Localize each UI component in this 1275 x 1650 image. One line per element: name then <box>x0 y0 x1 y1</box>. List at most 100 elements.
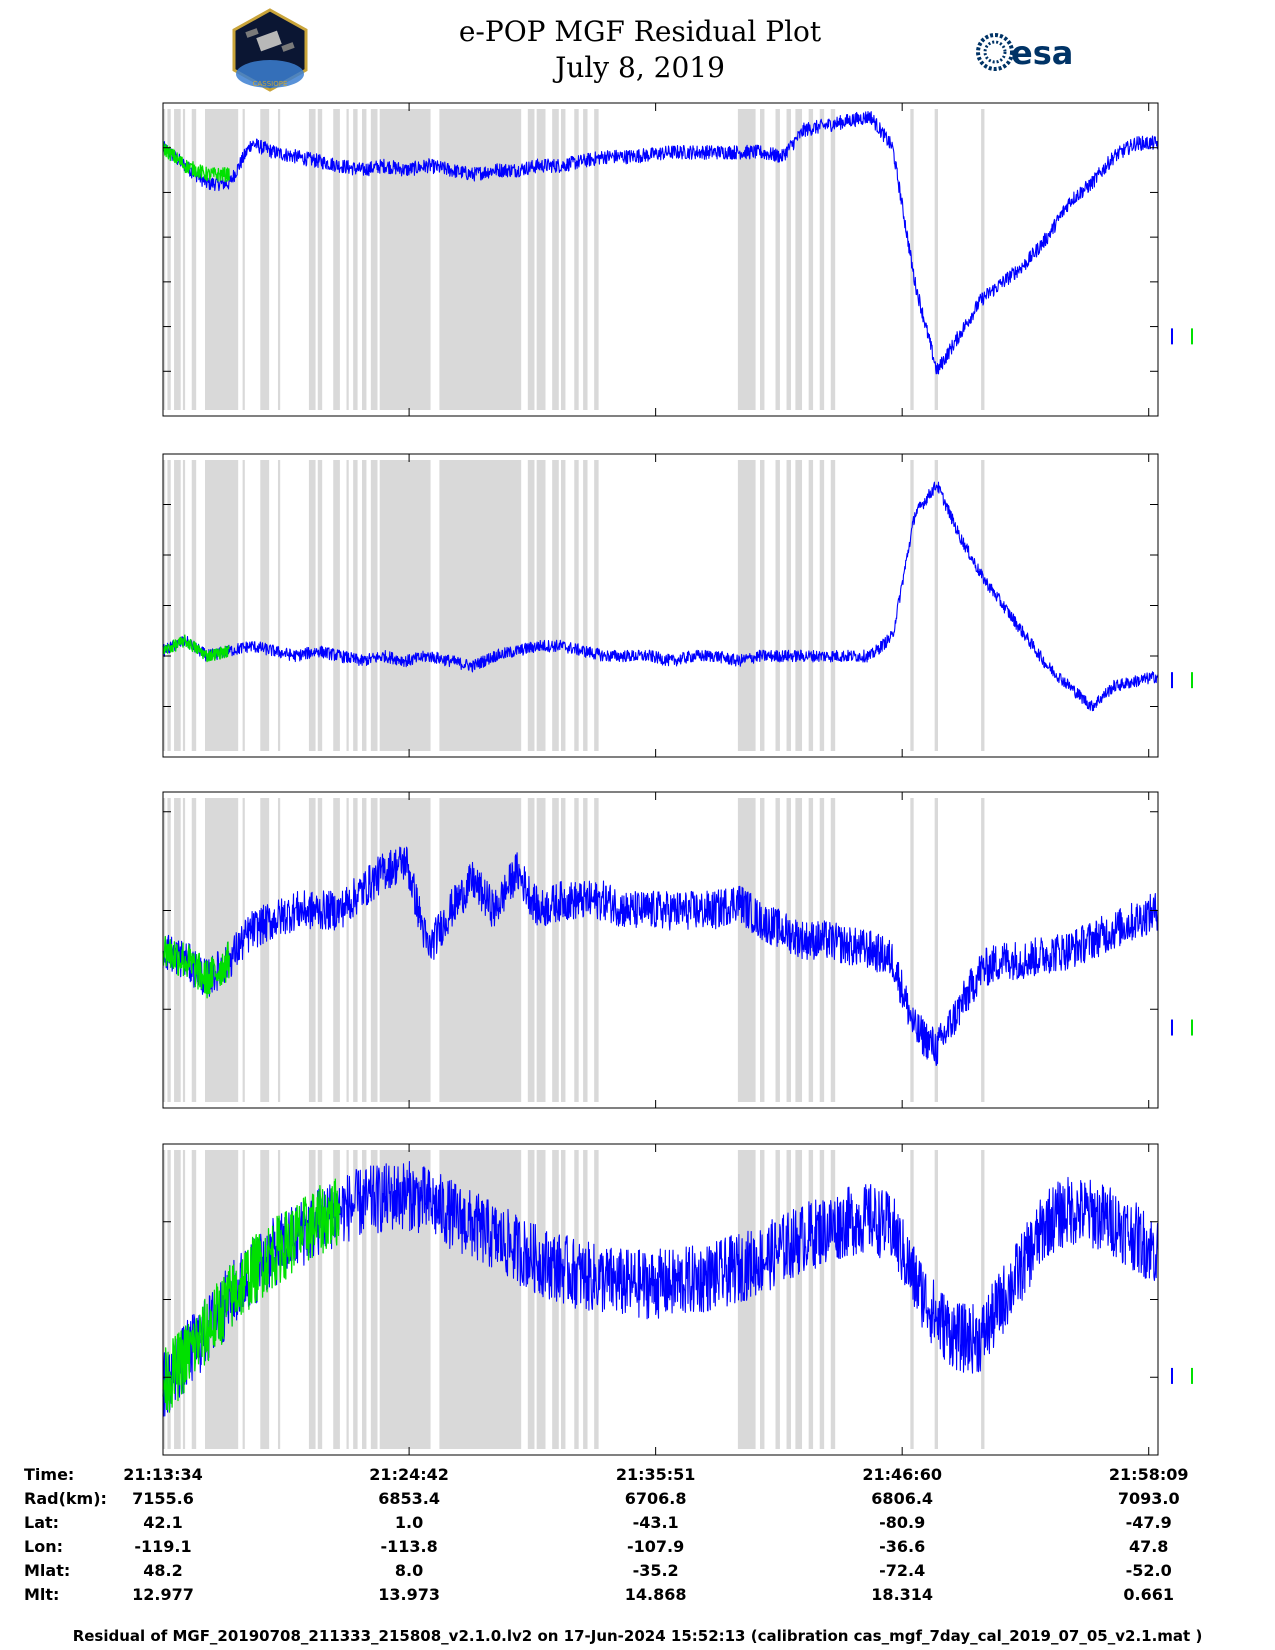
data-gap-2-10 <box>308 460 316 751</box>
data-gap-3-5 <box>191 798 197 1102</box>
orbit-cell: 21:35:51 <box>615 1465 696 1484</box>
data-gap-2-7 <box>242 460 245 751</box>
data-gap-4-9 <box>277 1150 281 1449</box>
data-gap-4-33 <box>830 1150 836 1449</box>
data-gap-2-23 <box>574 460 579 751</box>
data-gap-2-19 <box>527 460 535 751</box>
chart-subtitle: July 8, 2019 <box>555 51 725 84</box>
data-gap-2-17 <box>379 460 431 751</box>
orbit-cell: -113.8 <box>380 1537 438 1556</box>
orbit-cell: 8.0 <box>394 1561 424 1580</box>
data-gap-4-10 <box>308 1150 316 1449</box>
data-gap-1-11 <box>317 109 323 410</box>
data-gap-1-10 <box>308 109 316 410</box>
data-gap-3-23 <box>574 798 579 1102</box>
data-gap-4-35 <box>934 1150 938 1449</box>
esa-logo: esa <box>976 33 1073 72</box>
data-gap-3-26 <box>737 798 756 1102</box>
orbit-row: Lat: 42.1 1.0 -43.1 -80.9 -47.9 <box>0 1513 1275 1537</box>
data-gap-1-30 <box>795 109 803 410</box>
data-gap-2-16 <box>370 460 378 751</box>
orbit-cell: -80.9 <box>879 1513 926 1532</box>
data-gap-2-29 <box>786 460 791 751</box>
data-gap-3-36 <box>981 798 985 1102</box>
data-gap-3-33 <box>830 798 836 1102</box>
data-gap-4-31 <box>808 1150 814 1449</box>
data-gap-3-7 <box>242 798 245 1102</box>
series-outboard-line-2 <box>162 634 230 663</box>
data-gap-3-25 <box>594 798 599 1102</box>
data-gap-2-6 <box>205 460 239 751</box>
orbit-cell: 18.314 <box>871 1585 934 1604</box>
orbit-cell: 0.661 <box>1123 1585 1174 1604</box>
orbit-cell: -36.6 <box>879 1537 926 1556</box>
data-gap-3-16 <box>370 798 378 1102</box>
orbit-cell: 6806.4 <box>871 1489 934 1508</box>
series-inboard-line-3 <box>162 846 1159 1067</box>
data-gap-1-3 <box>174 109 181 410</box>
orbit-cell: -72.4 <box>879 1561 926 1580</box>
data-gap-3-29 <box>786 798 791 1102</box>
data-gap-4-16 <box>370 1150 378 1449</box>
orbit-row-label: Rad(km): <box>24 1489 107 1508</box>
data-gap-3-22 <box>561 798 566 1102</box>
data-gap-2-36 <box>981 460 985 751</box>
data-gap-3-28 <box>775 798 780 1102</box>
orbit-cell: -107.9 <box>627 1537 685 1556</box>
panel-1 <box>162 102 1193 417</box>
data-gap-1-31 <box>808 109 814 410</box>
plot-frame-3 <box>162 791 1159 1109</box>
orbit-cell: 21:46:60 <box>862 1465 942 1484</box>
data-gap-2-12 <box>333 460 340 751</box>
data-gap-1-34 <box>910 109 914 410</box>
data-gap-2-22 <box>561 460 566 751</box>
data-gap-4-36 <box>981 1150 985 1449</box>
orbit-cell: 7155.6 <box>132 1489 194 1508</box>
data-gap-3-13 <box>346 798 349 1102</box>
data-gap-2-11 <box>317 460 323 751</box>
orbit-cell: -47.9 <box>1125 1513 1172 1532</box>
data-gap-4-5 <box>191 1150 197 1449</box>
data-gap-2-13 <box>346 460 349 751</box>
data-gap-2-31 <box>808 460 814 751</box>
data-gap-3-15 <box>362 798 367 1102</box>
orbit-info-table: Time: 21:13:34 21:24:42 21:35:51 21:46:60 21:… <box>0 1465 1275 1625</box>
orbit-cell: -35.2 <box>632 1561 679 1580</box>
data-gap-4-30 <box>795 1150 803 1449</box>
panel-3 <box>162 791 1193 1109</box>
data-gap-4-28 <box>775 1150 780 1449</box>
data-gap-4-11 <box>317 1150 323 1449</box>
data-gap-4-25 <box>594 1150 599 1449</box>
data-gap-3-18 <box>439 798 522 1102</box>
data-gap-4-27 <box>760 1150 765 1449</box>
data-gap-2-3 <box>174 460 181 751</box>
data-gap-3-14 <box>353 798 358 1102</box>
orbit-row: Mlat: 48.2 8.0 -35.2 -72.4 -52.0 <box>0 1561 1275 1585</box>
orbit-row-label: Mlt: <box>24 1585 60 1604</box>
data-gap-2-33 <box>830 460 836 751</box>
orbit-row: Time: 21:13:34 21:24:42 21:35:51 21:46:60 21:… <box>0 1465 1275 1489</box>
orbit-cell: 42.1 <box>143 1513 183 1532</box>
data-gap-1-26 <box>737 109 756 410</box>
data-gap-4-21 <box>552 1150 559 1449</box>
orbit-cell: 6706.8 <box>624 1489 687 1508</box>
data-gap-1-32 <box>819 109 825 410</box>
orbit-row-label: Lat: <box>24 1513 60 1532</box>
data-gap-4-8 <box>260 1150 270 1449</box>
data-gap-4-3 <box>174 1150 181 1449</box>
data-gap-1-14 <box>353 109 358 410</box>
data-gap-3-11 <box>317 798 323 1102</box>
data-gap-1-15 <box>362 109 367 410</box>
mission-logo-text: CASSIOPE <box>253 80 288 88</box>
orbit-row: Lon: -119.1 -113.8 -107.9 -36.6 47.8 <box>0 1537 1275 1561</box>
data-gap-1-23 <box>574 109 579 410</box>
orbit-cell: 12.977 <box>132 1585 194 1604</box>
data-gap-1-36 <box>981 109 985 410</box>
data-gap-2-26 <box>737 460 756 751</box>
data-gap-2-18 <box>439 460 522 751</box>
series-outboard-line-1 <box>162 141 230 183</box>
data-gap-2-30 <box>795 460 803 751</box>
data-gap-1-22 <box>561 109 566 410</box>
data-gap-1-7 <box>242 109 245 410</box>
data-gap-3-34 <box>910 798 914 1102</box>
